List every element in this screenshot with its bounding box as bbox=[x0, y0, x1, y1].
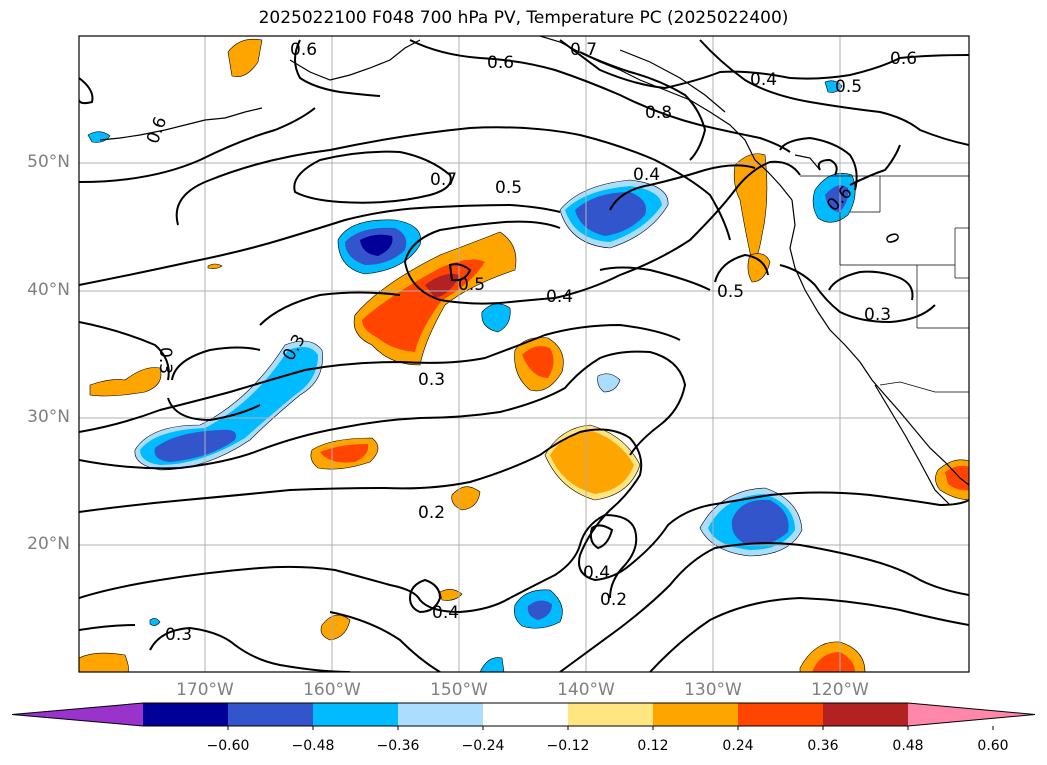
colorbar-tick-label: 0.12 bbox=[637, 738, 669, 754]
colorbar-tick-label: 0.60 bbox=[977, 738, 1009, 754]
contour-label: 0.7 bbox=[570, 40, 597, 60]
colorbar-extend-max bbox=[908, 703, 1035, 726]
colorbar-tick-label: −0.24 bbox=[461, 738, 505, 754]
colorbar-tick-label: −0.60 bbox=[206, 738, 250, 754]
lat-label: 40°N bbox=[27, 280, 70, 300]
lat-label: 30°N bbox=[27, 407, 70, 427]
contour-label: 0.5 bbox=[717, 282, 744, 302]
contour-label: 0.6 bbox=[890, 49, 917, 69]
contour-label: 0.3 bbox=[864, 305, 891, 325]
contour-label: 0.8 bbox=[645, 103, 672, 123]
contour-label: 0.5 bbox=[835, 77, 862, 97]
lon-label: 160°W bbox=[303, 680, 361, 700]
colorbar-tick-label: 0.24 bbox=[722, 738, 754, 754]
colorbar-segment bbox=[398, 703, 483, 726]
contour-label: 0.6 bbox=[487, 53, 514, 73]
contour-label: 0.4 bbox=[633, 165, 660, 185]
contour-label: 0.5 bbox=[458, 275, 485, 295]
colorbar-tick-label: 0.48 bbox=[892, 738, 924, 754]
colorbar-segment bbox=[313, 703, 398, 726]
lon-label: 150°W bbox=[430, 680, 488, 700]
contour-label: 0.4 bbox=[546, 287, 573, 307]
lon-label: 170°W bbox=[176, 680, 234, 700]
colorbar-tick-label: −0.36 bbox=[376, 738, 420, 754]
lon-label: 130°W bbox=[684, 680, 742, 700]
colorbar-tick-label: −0.48 bbox=[291, 738, 335, 754]
colorbar-tick-label: 0.36 bbox=[807, 738, 839, 754]
contour-label: 0.6 bbox=[290, 40, 317, 60]
colorbar-segment bbox=[738, 703, 823, 726]
contour-label: 0.2 bbox=[418, 503, 445, 523]
map-title: 2025022100 F048 700 hPa PV, Temperature … bbox=[258, 8, 789, 28]
contour-label: 0.4 bbox=[432, 603, 459, 623]
colorbar-segment bbox=[653, 703, 738, 726]
contour-label: 0.2 bbox=[600, 590, 627, 610]
colorbar-outline bbox=[11, 702, 1036, 727]
colorbar-tick-label: −0.12 bbox=[546, 738, 590, 754]
colorbar-segment bbox=[143, 703, 228, 726]
contour-label: 0.4 bbox=[750, 70, 777, 90]
colorbar-segment bbox=[568, 703, 653, 726]
colorbar-segment bbox=[483, 703, 568, 726]
lat-label: 50°N bbox=[27, 152, 70, 172]
lon-label: 120°W bbox=[811, 680, 869, 700]
colorbar-segment bbox=[228, 703, 313, 726]
colorbar-extend-min bbox=[12, 703, 143, 726]
lon-label: 140°W bbox=[557, 680, 615, 700]
pv-contours bbox=[79, 39, 969, 672]
contour-label: 0.7 bbox=[430, 170, 457, 190]
contour-label: 0.3 bbox=[165, 625, 192, 645]
colorbar bbox=[11, 702, 1036, 730]
map-frame bbox=[78, 35, 970, 673]
contour-label: 0.3 bbox=[418, 370, 445, 390]
lat-label: 20°N bbox=[27, 534, 70, 554]
colorbar-segment bbox=[823, 703, 908, 726]
contour-labels: 0.6 0.6 0.7 0.6 0.4 0.5 0.6 0.8 0.7 0.5 … bbox=[143, 40, 917, 645]
contour-label: 0.4 bbox=[583, 563, 610, 583]
contour-label: 0.5 bbox=[495, 178, 522, 198]
contour-label: 0.3 bbox=[155, 347, 175, 374]
